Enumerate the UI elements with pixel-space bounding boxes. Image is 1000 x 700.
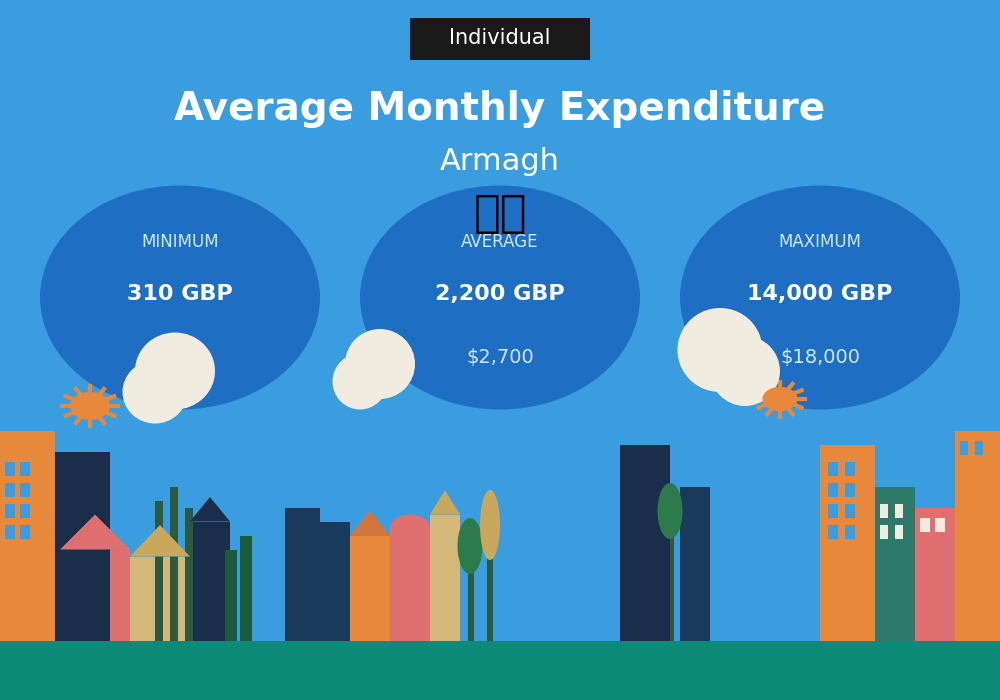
- Ellipse shape: [135, 332, 215, 410]
- Text: Individual: Individual: [449, 29, 551, 48]
- FancyBboxPatch shape: [845, 504, 855, 518]
- FancyBboxPatch shape: [5, 462, 15, 476]
- FancyBboxPatch shape: [20, 462, 30, 476]
- FancyBboxPatch shape: [0, 640, 1000, 700]
- FancyBboxPatch shape: [190, 522, 230, 640]
- FancyBboxPatch shape: [20, 483, 30, 497]
- Text: MINIMUM: MINIMUM: [141, 232, 219, 251]
- FancyBboxPatch shape: [185, 508, 193, 640]
- Ellipse shape: [678, 308, 763, 392]
- FancyBboxPatch shape: [468, 542, 474, 640]
- FancyBboxPatch shape: [915, 508, 955, 640]
- Ellipse shape: [345, 329, 415, 399]
- FancyBboxPatch shape: [0, 430, 55, 640]
- FancyBboxPatch shape: [828, 525, 838, 539]
- FancyBboxPatch shape: [895, 525, 903, 539]
- Ellipse shape: [710, 336, 780, 406]
- FancyBboxPatch shape: [350, 536, 390, 640]
- Ellipse shape: [70, 392, 110, 420]
- Text: Armagh: Armagh: [440, 146, 560, 176]
- Text: $390: $390: [155, 347, 205, 367]
- FancyBboxPatch shape: [845, 462, 855, 476]
- FancyBboxPatch shape: [960, 441, 968, 455]
- Polygon shape: [190, 497, 230, 522]
- Text: MAXIMUM: MAXIMUM: [778, 232, 862, 251]
- Polygon shape: [60, 514, 130, 550]
- FancyBboxPatch shape: [880, 525, 888, 539]
- Polygon shape: [430, 490, 460, 514]
- FancyBboxPatch shape: [875, 486, 915, 640]
- Ellipse shape: [680, 186, 960, 410]
- FancyBboxPatch shape: [955, 430, 1000, 640]
- FancyBboxPatch shape: [975, 441, 983, 455]
- Polygon shape: [130, 525, 190, 556]
- FancyBboxPatch shape: [845, 483, 855, 497]
- Ellipse shape: [763, 386, 798, 412]
- Text: 310 GBP: 310 GBP: [127, 284, 233, 304]
- Polygon shape: [350, 511, 390, 536]
- FancyBboxPatch shape: [225, 550, 237, 640]
- Ellipse shape: [480, 490, 500, 560]
- Ellipse shape: [40, 186, 320, 410]
- FancyBboxPatch shape: [320, 522, 350, 640]
- FancyBboxPatch shape: [60, 550, 130, 640]
- FancyBboxPatch shape: [130, 556, 190, 640]
- FancyBboxPatch shape: [880, 504, 888, 518]
- Ellipse shape: [332, 354, 388, 410]
- FancyBboxPatch shape: [410, 18, 590, 60]
- FancyBboxPatch shape: [5, 525, 15, 539]
- Text: $2,700: $2,700: [466, 347, 534, 367]
- Text: 🇬🇧: 🇬🇧: [473, 192, 527, 235]
- Ellipse shape: [458, 518, 482, 574]
- FancyBboxPatch shape: [668, 508, 674, 640]
- FancyBboxPatch shape: [680, 486, 710, 640]
- FancyBboxPatch shape: [170, 486, 178, 640]
- FancyBboxPatch shape: [5, 483, 15, 497]
- FancyBboxPatch shape: [430, 514, 460, 640]
- FancyBboxPatch shape: [20, 504, 30, 518]
- FancyBboxPatch shape: [620, 444, 670, 640]
- FancyBboxPatch shape: [285, 508, 320, 640]
- FancyBboxPatch shape: [920, 518, 930, 532]
- FancyBboxPatch shape: [935, 518, 945, 532]
- FancyBboxPatch shape: [828, 462, 838, 476]
- FancyBboxPatch shape: [5, 504, 15, 518]
- FancyBboxPatch shape: [240, 536, 252, 640]
- Text: $18,000: $18,000: [780, 347, 860, 367]
- Ellipse shape: [658, 483, 682, 539]
- Text: Average Monthly Expenditure: Average Monthly Expenditure: [174, 90, 826, 127]
- FancyBboxPatch shape: [55, 452, 110, 640]
- FancyBboxPatch shape: [390, 528, 430, 640]
- FancyBboxPatch shape: [845, 525, 855, 539]
- FancyBboxPatch shape: [828, 504, 838, 518]
- FancyBboxPatch shape: [820, 444, 875, 640]
- FancyBboxPatch shape: [487, 522, 493, 640]
- Text: 14,000 GBP: 14,000 GBP: [747, 284, 893, 304]
- Text: AVERAGE: AVERAGE: [461, 232, 539, 251]
- FancyBboxPatch shape: [895, 504, 903, 518]
- Ellipse shape: [390, 514, 430, 542]
- Text: 2,200 GBP: 2,200 GBP: [435, 284, 565, 304]
- FancyBboxPatch shape: [828, 483, 838, 497]
- FancyBboxPatch shape: [155, 500, 163, 640]
- Ellipse shape: [122, 360, 188, 424]
- FancyBboxPatch shape: [20, 525, 30, 539]
- Ellipse shape: [360, 186, 640, 410]
